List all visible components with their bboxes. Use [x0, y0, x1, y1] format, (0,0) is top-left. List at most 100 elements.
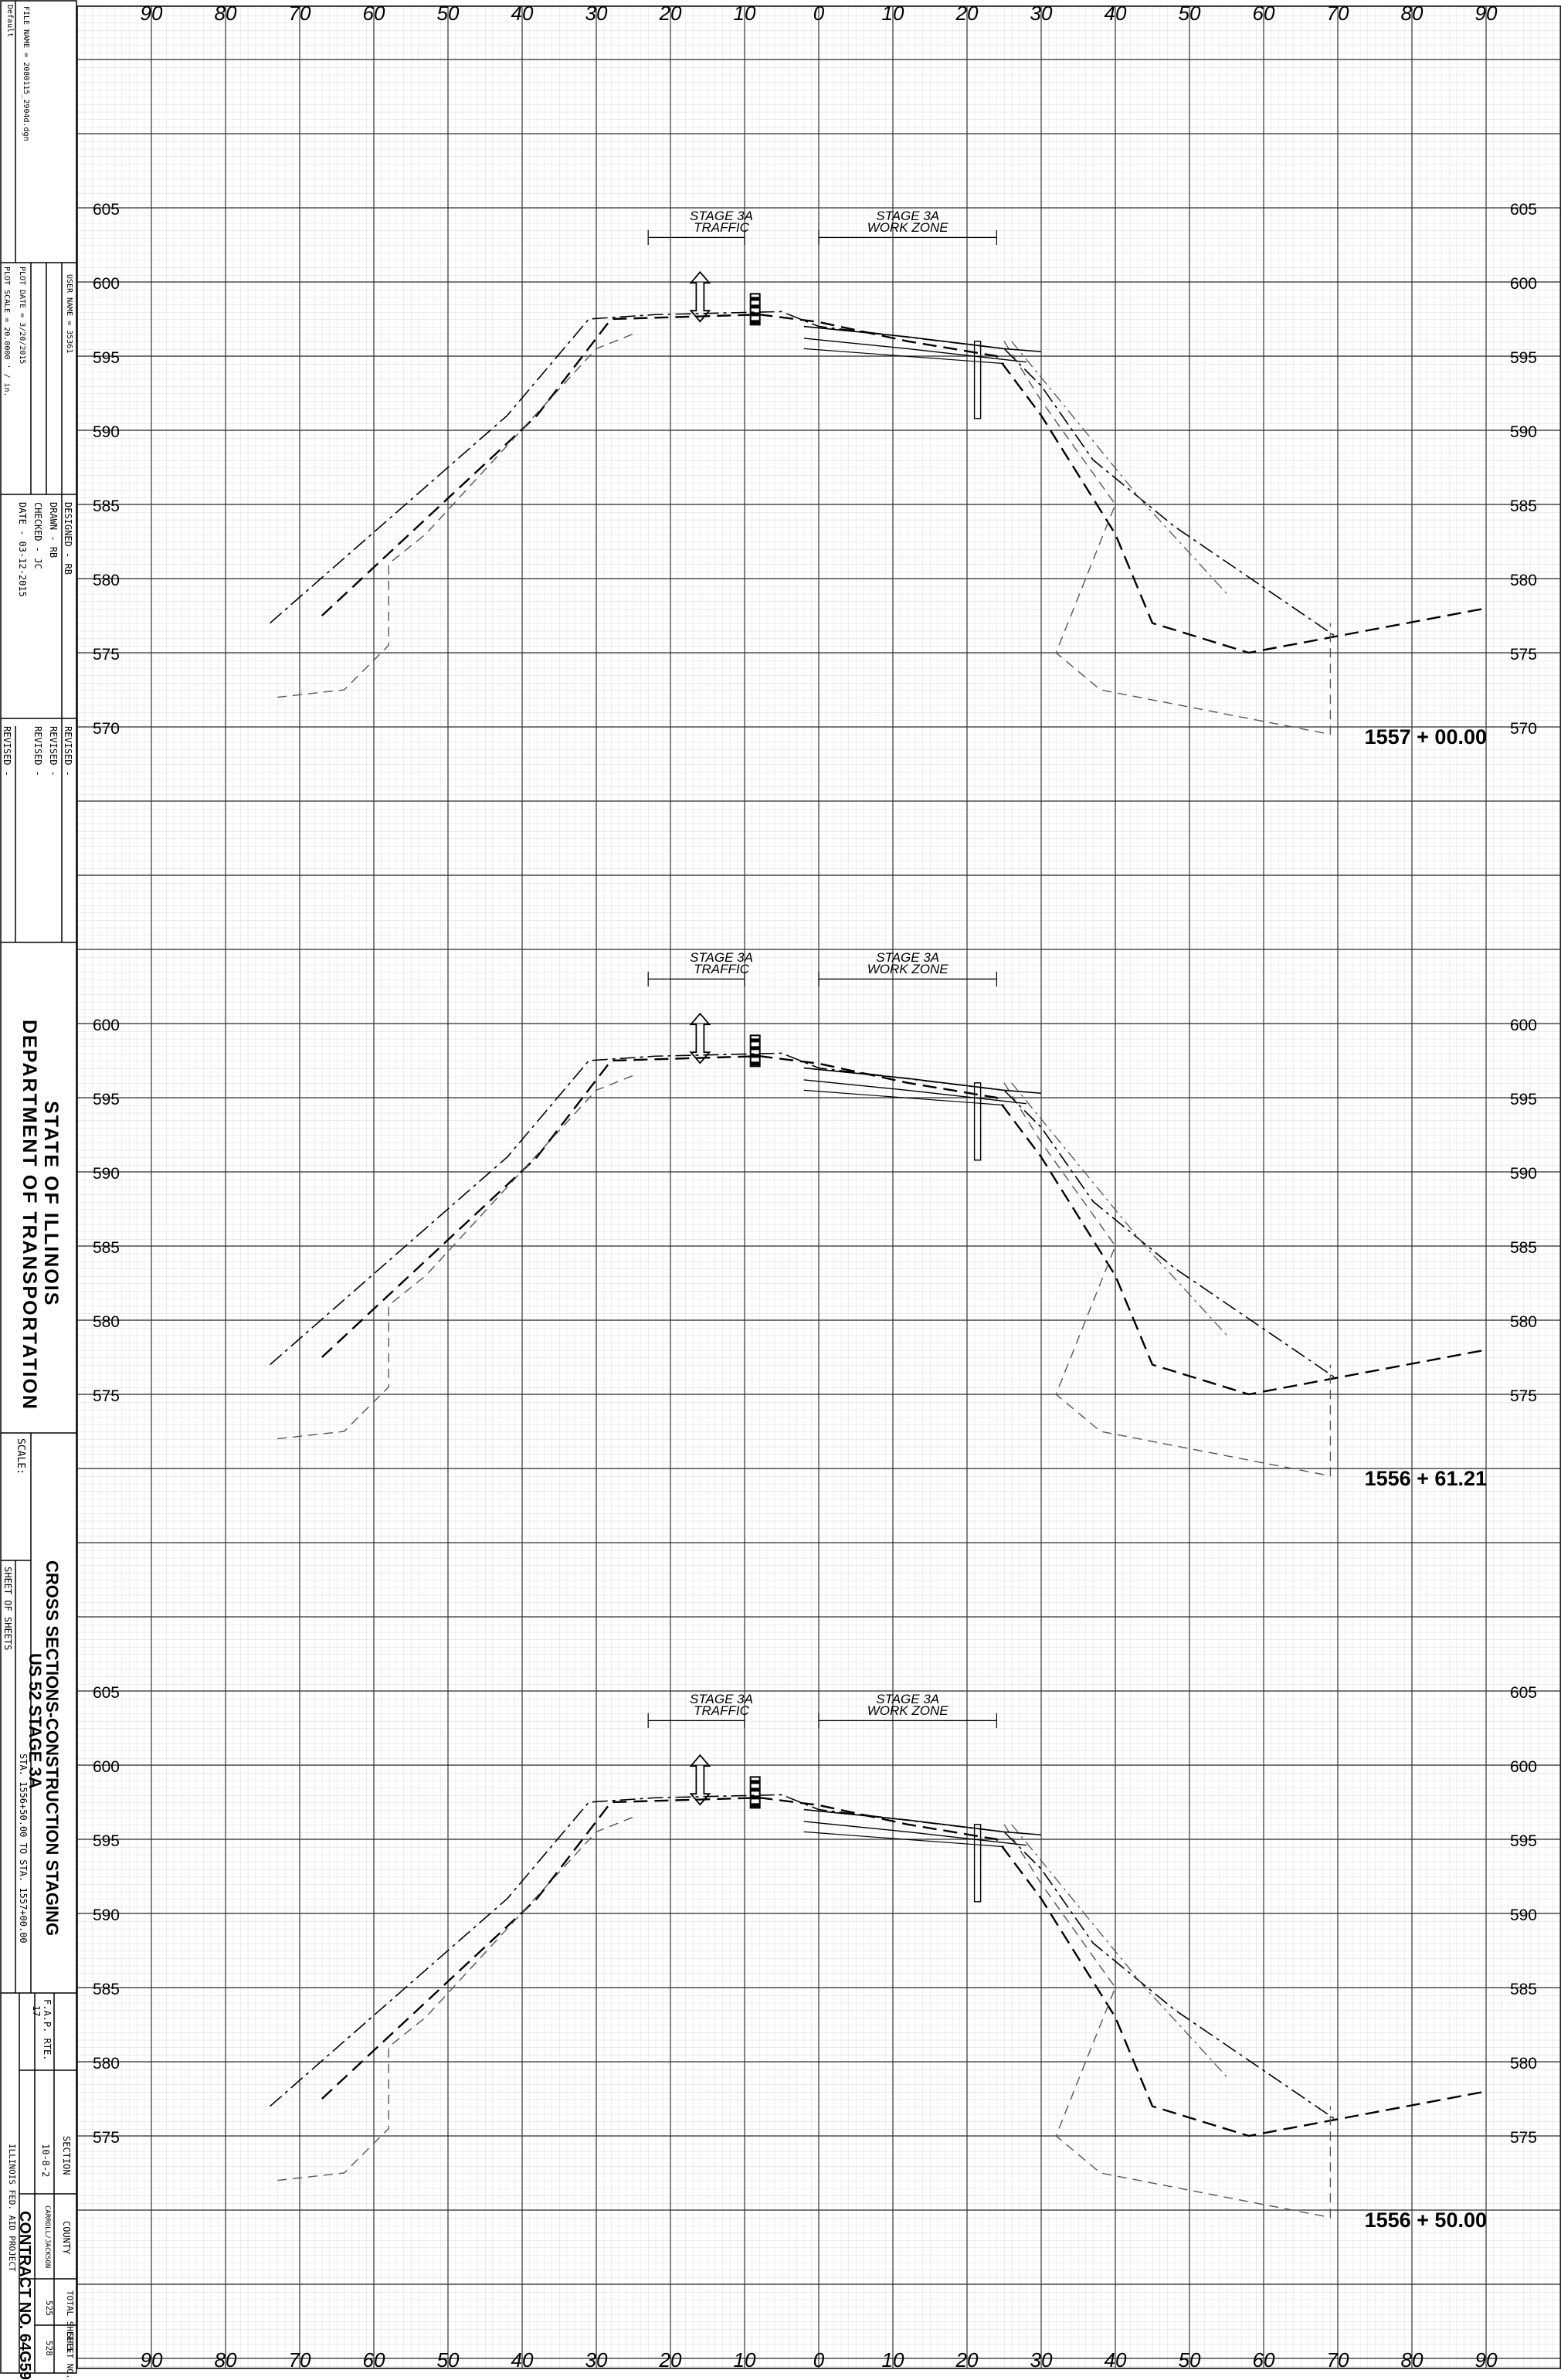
offset-label-top: 40 [1105, 2, 1127, 25]
section-line [803, 325, 1042, 353]
elevation-label-right: 595 [1510, 1832, 1537, 1850]
offset-label-top: 60 [1253, 2, 1275, 25]
elevation-label-left: 595 [93, 1091, 120, 1109]
offset-label-top: 80 [1401, 2, 1424, 25]
elevation-label-left: 575 [93, 646, 120, 664]
section-line [803, 1821, 1027, 1846]
offset-label-top: 20 [659, 2, 682, 25]
offset-label-bottom: 10 [734, 2348, 756, 2372]
elevation-label-right: 575 [1510, 646, 1537, 664]
elevation-label-right: 580 [1510, 2055, 1537, 2073]
offset-label-top: 50 [1179, 2, 1201, 25]
traffic-label: TRAFFIC [694, 962, 749, 976]
offset-label-bottom: 90 [1475, 2348, 1498, 2372]
elevation-label-right: 570 [1510, 720, 1537, 738]
work-zone-label: STAGE 3A [876, 1692, 939, 1706]
offset-label-bottom: 40 [511, 2348, 534, 2372]
elevation-label-left: 580 [93, 1313, 120, 1331]
offset-label-top: 10 [734, 2, 756, 25]
section-line [803, 1808, 1042, 1836]
traffic-label: STAGE 3A [690, 209, 753, 223]
offset-label-bottom: 70 [289, 2348, 311, 2372]
elevation-label-left: 585 [93, 497, 120, 515]
elevation-label-right: 585 [1510, 497, 1537, 515]
elevation-label-right: 585 [1510, 1239, 1537, 1257]
cross-section: 605 605 600 600 595 595 590 590 585 585 580 580 575 5… [93, 1684, 1537, 2232]
elevation-label-right: 590 [1510, 423, 1537, 441]
offset-label-top: 30 [1030, 2, 1053, 25]
elevation-label-right: 590 [1510, 1906, 1537, 1924]
section-line [270, 1794, 1339, 2122]
offset-label-top: 40 [511, 2, 534, 25]
elevation-label-right: 595 [1510, 1091, 1537, 1109]
elevation-label-right: 595 [1510, 349, 1537, 367]
cross-sections: 605 605 600 600 595 595 590 590 585 585 580 580 575 5… [93, 201, 1537, 2232]
elevation-label-left: 605 [93, 201, 120, 219]
elevation-label-left: 575 [93, 2129, 120, 2147]
elevation-label-right: 605 [1510, 1684, 1537, 1702]
two-way-traffic-arrow-icon [689, 1012, 711, 1064]
section-line [321, 314, 1487, 654]
offset-label-top: 30 [585, 2, 608, 25]
offset-label-bottom: 0 [813, 2348, 825, 2372]
offset-label-top: 80 [215, 2, 237, 25]
title-block: Default FILE NAME = 2080115_2904d.dgn US… [0, 0, 77, 2380]
work-zone-label: WORK ZONE [867, 962, 948, 976]
elevation-label-left: 595 [93, 349, 120, 367]
offset-label-top: 90 [1475, 2, 1498, 25]
offset-label-bottom: 60 [1253, 2348, 1275, 2372]
cross-section: 605 605 600 600 595 595 590 590 585 585 580 580 575 5… [93, 201, 1537, 749]
work-zone-label: WORK ZONE [867, 1703, 948, 1718]
elevation-label-right: 600 [1510, 275, 1537, 293]
traffic-label: STAGE 3A [690, 950, 753, 965]
section-line [647, 971, 745, 986]
work-zone-label: STAGE 3A [876, 209, 939, 223]
sign-post-icon [973, 341, 982, 419]
two-way-traffic-arrow-icon [689, 270, 711, 323]
elevation-label-left: 605 [93, 1684, 120, 1702]
station-label: 1556 + 61.21 [1365, 1467, 1487, 1490]
elevation-label-left: 595 [93, 1832, 120, 1850]
axis-labels: 90 90 80 80 70 70 60 60 50 50 40 40 30 30 20 20 10 10 0 0 10… [141, 2, 1498, 2372]
traffic-label: TRAFFIC [694, 220, 749, 235]
elevation-label-right: 580 [1510, 572, 1537, 589]
elevation-label-left: 590 [93, 423, 120, 441]
traffic-label: STAGE 3A [690, 1692, 753, 1706]
section-line [818, 971, 998, 986]
offset-label-top: 10 [882, 2, 904, 25]
elevation-label-right: 575 [1510, 1387, 1537, 1405]
section-line [803, 1079, 1027, 1105]
offset-label-bottom: 80 [1401, 2348, 1424, 2372]
station-label: 1557 + 00.00 [1365, 725, 1487, 749]
offset-label-bottom: 20 [955, 2348, 979, 2372]
elevation-label-right: 600 [1510, 1758, 1537, 1776]
sign-post-icon [973, 1082, 982, 1161]
work-zone-label: STAGE 3A [876, 950, 939, 965]
offset-label-top: 70 [1327, 2, 1349, 25]
section-line [818, 229, 998, 245]
elevation-label-right: 590 [1510, 1165, 1537, 1183]
offset-label-bottom: 50 [437, 2348, 460, 2372]
section-line [277, 1075, 634, 1440]
elevation-label-left: 575 [93, 1387, 120, 1405]
offset-label-bottom: 70 [1327, 2348, 1349, 2372]
offset-label-top: 0 [813, 2, 825, 25]
offset-label-bottom: 90 [141, 2348, 163, 2372]
elevation-label-right: 605 [1510, 201, 1537, 219]
offset-label-bottom: 40 [1105, 2348, 1127, 2372]
offset-label-bottom: 10 [882, 2348, 904, 2372]
offset-label-top: 70 [289, 2, 311, 25]
offset-label-bottom: 20 [659, 2348, 682, 2372]
offset-label-bottom: 50 [1179, 2348, 1201, 2372]
two-way-traffic-arrow-icon [689, 1754, 711, 1806]
offset-label-top: 90 [141, 2, 163, 25]
title-block-frame [0, 0, 77, 2374]
station-label: 1556 + 50.00 [1365, 2209, 1487, 2232]
elevation-label-right: 580 [1510, 1313, 1537, 1331]
offset-label-bottom: 80 [215, 2348, 237, 2372]
section-line [803, 1831, 1005, 1848]
elevation-label-right: 585 [1510, 1981, 1537, 1998]
offset-label-bottom: 30 [585, 2348, 608, 2372]
section-line [277, 1816, 634, 2181]
section-line [803, 1067, 1042, 1095]
